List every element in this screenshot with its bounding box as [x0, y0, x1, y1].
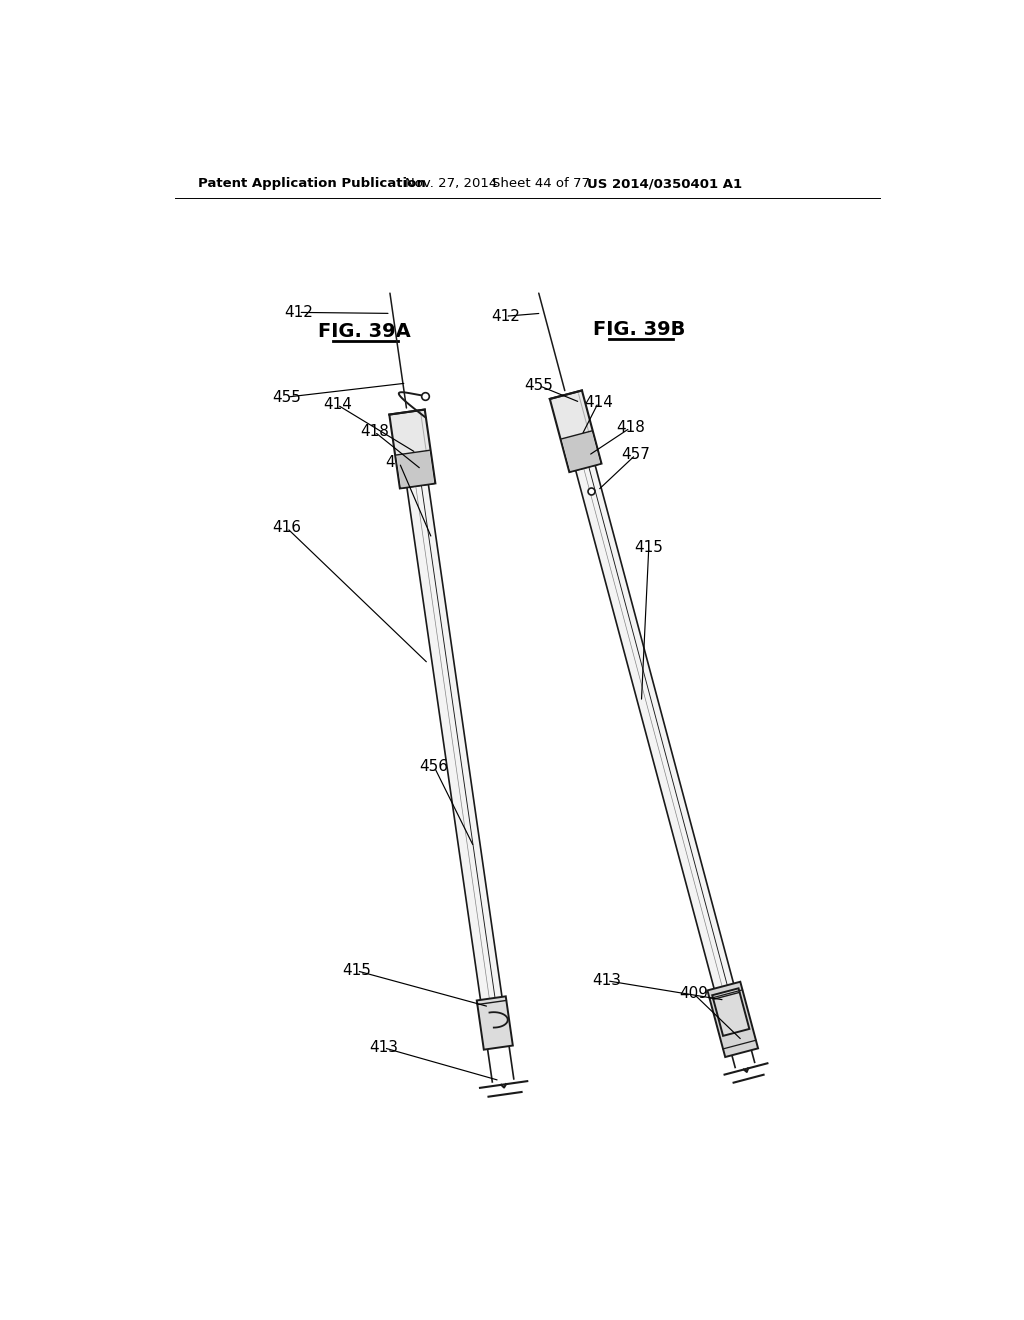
- Text: 455: 455: [524, 378, 553, 393]
- Polygon shape: [550, 391, 601, 473]
- Text: 455: 455: [272, 389, 301, 405]
- Text: 412: 412: [284, 305, 313, 319]
- Polygon shape: [389, 409, 435, 488]
- Text: 414: 414: [323, 397, 351, 412]
- Text: 412: 412: [490, 309, 520, 323]
- Text: FIG. 39B: FIG. 39B: [593, 319, 686, 339]
- Text: 457: 457: [622, 447, 650, 462]
- Text: 418: 418: [615, 420, 645, 436]
- Text: Sheet 44 of 77: Sheet 44 of 77: [493, 177, 590, 190]
- Text: 416: 416: [272, 520, 301, 536]
- Text: 413: 413: [370, 1040, 398, 1055]
- Text: 409: 409: [679, 986, 709, 1002]
- Text: FIG. 39A: FIG. 39A: [318, 322, 411, 341]
- Polygon shape: [575, 465, 736, 998]
- Text: 415: 415: [342, 964, 371, 978]
- Polygon shape: [477, 997, 513, 1049]
- Text: Patent Application Publication: Patent Application Publication: [198, 177, 426, 190]
- Polygon shape: [562, 432, 600, 471]
- Polygon shape: [396, 450, 434, 488]
- Text: 417: 417: [385, 455, 414, 470]
- Text: 456: 456: [420, 759, 449, 775]
- Text: 415: 415: [634, 540, 664, 554]
- Text: 413: 413: [593, 973, 622, 989]
- Polygon shape: [407, 484, 503, 1005]
- Text: Nov. 27, 2014: Nov. 27, 2014: [406, 177, 498, 190]
- Polygon shape: [713, 989, 750, 1036]
- Text: US 2014/0350401 A1: US 2014/0350401 A1: [587, 177, 742, 190]
- Text: 418: 418: [360, 424, 389, 440]
- Text: 414: 414: [584, 395, 612, 411]
- Polygon shape: [708, 982, 758, 1057]
